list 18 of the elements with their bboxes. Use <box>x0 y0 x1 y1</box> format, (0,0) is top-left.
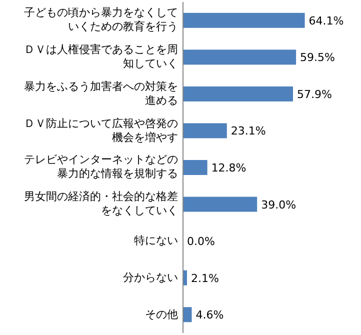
y-tick-label: 男女間の経済的・社会的な格差をなくしていく <box>23 190 178 218</box>
data-label: 0.0% <box>187 235 215 248</box>
data-label: 39.0% <box>261 198 296 212</box>
data-label: 4.6% <box>196 308 224 322</box>
data-label: 12.8% <box>211 162 246 174</box>
data-label: 57.9% <box>297 88 332 101</box>
data-label: 59.5% <box>300 51 336 64</box>
y-tick-label: 特にない <box>134 234 178 248</box>
data-label: 64.1% <box>308 14 344 28</box>
y-tick-label: 子どもの頃から暴力をなくしていくための教育を行う <box>23 6 178 34</box>
y-tick-label: 分からない <box>123 270 178 285</box>
y-tick-label: ＤＶは人権侵害であることを周知していく <box>23 43 178 72</box>
y-tick-label: その他 <box>145 308 178 322</box>
data-label: 23.1% <box>230 124 266 138</box>
y-tick-label: 暴力をふるう加害者への対策を進める <box>23 80 178 108</box>
data-label: 2.1% <box>190 272 219 285</box>
y-tick-label: テレビやインターネットなどの暴力的な情報を規制する <box>23 153 178 182</box>
y-tick-label: ＤＶ防止について広報や啓発の機会を増やす <box>23 116 178 145</box>
